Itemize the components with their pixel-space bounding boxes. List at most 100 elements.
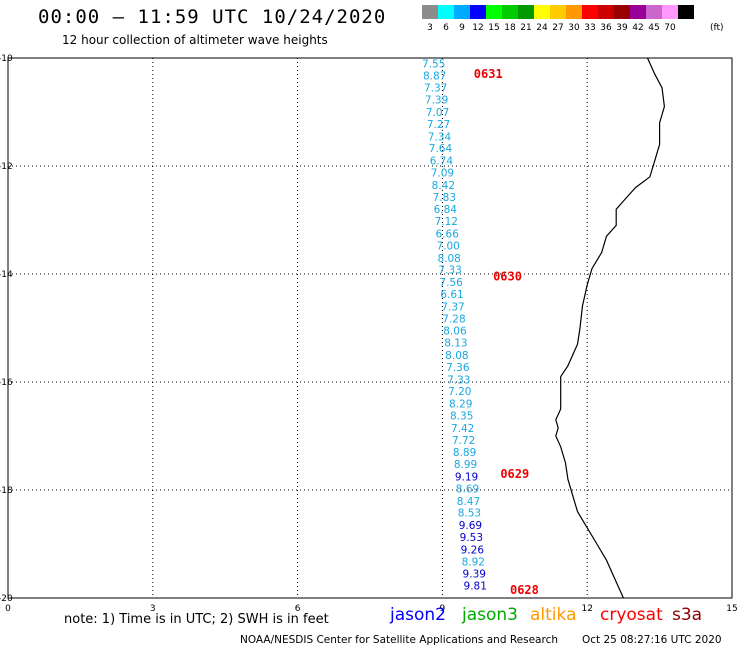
wave-height-value: 7.27 — [427, 119, 450, 131]
wave-height-value: 7.37 — [441, 301, 464, 313]
legend-label: 70 — [664, 23, 676, 33]
wave-height-value: 9.69 — [459, 520, 482, 532]
legend-unit: (ft) — [710, 23, 724, 33]
color-legend: 3 6 9 12 15 18 21 24 27 30 33 36 39 42 45 70 (ft) — [422, 5, 724, 33]
wave-height-value: 7.07 — [426, 107, 449, 119]
legend-label: 36 — [600, 23, 612, 33]
legend-label: 18 — [504, 23, 516, 33]
satellite-s3a: s3a — [672, 605, 703, 625]
satellite-cryosat: cryosat — [600, 605, 663, 625]
legend-label: 42 — [632, 23, 644, 33]
legend-swatch — [470, 5, 486, 19]
legend-swatch — [598, 5, 614, 19]
wave-height-value: 6.84 — [434, 204, 458, 216]
legend-item — [678, 5, 694, 33]
credit-text: NOAA/NESDIS Center for Satellite Applica… — [240, 634, 558, 646]
wave-height-value: 7.20 — [448, 386, 471, 398]
wave-height-value: 8.42 — [432, 180, 455, 192]
legend-swatch — [566, 5, 582, 19]
legend-item: 42 — [630, 5, 646, 33]
time-label: 0628 — [510, 583, 539, 597]
y-tick-label: -20 — [0, 594, 13, 604]
legend-item: 18 — [502, 5, 518, 33]
time-label: 0630 — [493, 270, 522, 284]
legend-item: 33 — [582, 5, 598, 33]
wave-height-value: 7.00 — [436, 240, 459, 252]
legend-item: 27 — [550, 5, 566, 33]
wave-height-value: 7.09 — [431, 167, 454, 179]
wave-height-value: 8.08 — [445, 350, 468, 362]
x-tick-label: 0 — [5, 604, 11, 614]
wave-height-value: 7.83 — [433, 192, 456, 204]
legend-item: 9 — [454, 5, 470, 33]
legend-swatch — [678, 5, 694, 19]
legend-label: 3 — [427, 23, 433, 33]
page-subtitle: 12 hour collection of altimeter wave hei… — [62, 33, 328, 47]
time-label: 0631 — [474, 67, 503, 81]
wave-height-value: 8.87 — [423, 70, 446, 82]
y-tick-label: -18 — [0, 486, 13, 496]
y-tick-label: -16 — [0, 378, 13, 388]
legend-swatch — [486, 5, 502, 19]
wave-height-value: 8.69 — [456, 483, 479, 495]
wave-height-value: 7.36 — [446, 362, 470, 374]
x-tick-label: 6 — [295, 604, 301, 614]
coastline — [555, 57, 666, 599]
wave-height-value: 7.55 — [422, 58, 445, 70]
wave-height-value: 7.28 — [442, 313, 465, 325]
wave-height-value: 9.19 — [455, 472, 478, 484]
wave-height-value: 8.13 — [444, 338, 467, 350]
legend-label: 27 — [552, 23, 564, 33]
legend-label: 24 — [536, 23, 548, 33]
legend-label: 6 — [443, 23, 449, 33]
wave-height-value: 6.61 — [440, 289, 463, 301]
wave-height-value: 7.34 — [428, 131, 452, 143]
wave-height-value: 9.53 — [460, 532, 483, 544]
wave-height-value: 8.53 — [458, 508, 481, 520]
legend-swatch — [646, 5, 662, 19]
wave-height-value: 9.39 — [463, 569, 486, 581]
legend-label: 33 — [584, 23, 596, 33]
legend-swatch — [518, 5, 534, 19]
y-tick-label: -10 — [0, 54, 13, 64]
wave-height-value: 7.72 — [452, 435, 475, 447]
wave-height-value: 8.99 — [454, 459, 477, 471]
legend-swatch — [438, 5, 454, 19]
legend-item: 24 — [534, 5, 550, 33]
legend-item: 45 — [646, 5, 662, 33]
x-tick-label: 12 — [581, 604, 592, 614]
legend-item: 21 — [518, 5, 534, 33]
time-label: 0629 — [500, 467, 529, 481]
wave-height-value: 8.35 — [450, 410, 473, 422]
wave-height-value: 7.33 — [438, 265, 461, 277]
legend-label: 12 — [472, 23, 484, 33]
wave-height-value: 8.29 — [449, 399, 472, 411]
timestamp-text: Oct 25 08:27:16 UTC 2020 — [582, 634, 722, 646]
wave-height-value: 7.37 — [424, 83, 447, 95]
legend-item: 6 — [438, 5, 454, 33]
wave-height-value: 8.08 — [437, 253, 460, 265]
wave-height-value: 8.92 — [462, 556, 485, 568]
satellite-jason2: jason2 — [390, 605, 446, 625]
map-frame — [7, 57, 733, 599]
legend-label: 21 — [520, 23, 532, 33]
satellite-jason3: jason3 — [462, 605, 518, 625]
legend-swatch — [582, 5, 598, 19]
wave-height-value: 8.47 — [457, 496, 480, 508]
wave-height-value: 9.81 — [464, 581, 487, 593]
legend-item: 70 — [662, 5, 678, 33]
wave-height-value: 7.33 — [447, 374, 470, 386]
legend-item: 12 — [470, 5, 486, 33]
wave-height-value: 8.06 — [443, 326, 467, 338]
legend-swatch — [630, 5, 646, 19]
wave-height-value: 7.64 — [429, 143, 453, 155]
legend-swatch — [422, 5, 438, 19]
legend-swatch — [662, 5, 678, 19]
legend-item: 39 — [614, 5, 630, 33]
page-title: 00:00 – 11:59 UTC 10/24/2020 — [38, 6, 387, 28]
legend-swatch — [502, 5, 518, 19]
legend-label: 30 — [568, 23, 580, 33]
footer-note: note: 1) Time is in UTC; 2) SWH is in fe… — [64, 612, 329, 627]
legend-label: 45 — [648, 23, 660, 33]
x-tick-label: 15 — [726, 604, 737, 614]
